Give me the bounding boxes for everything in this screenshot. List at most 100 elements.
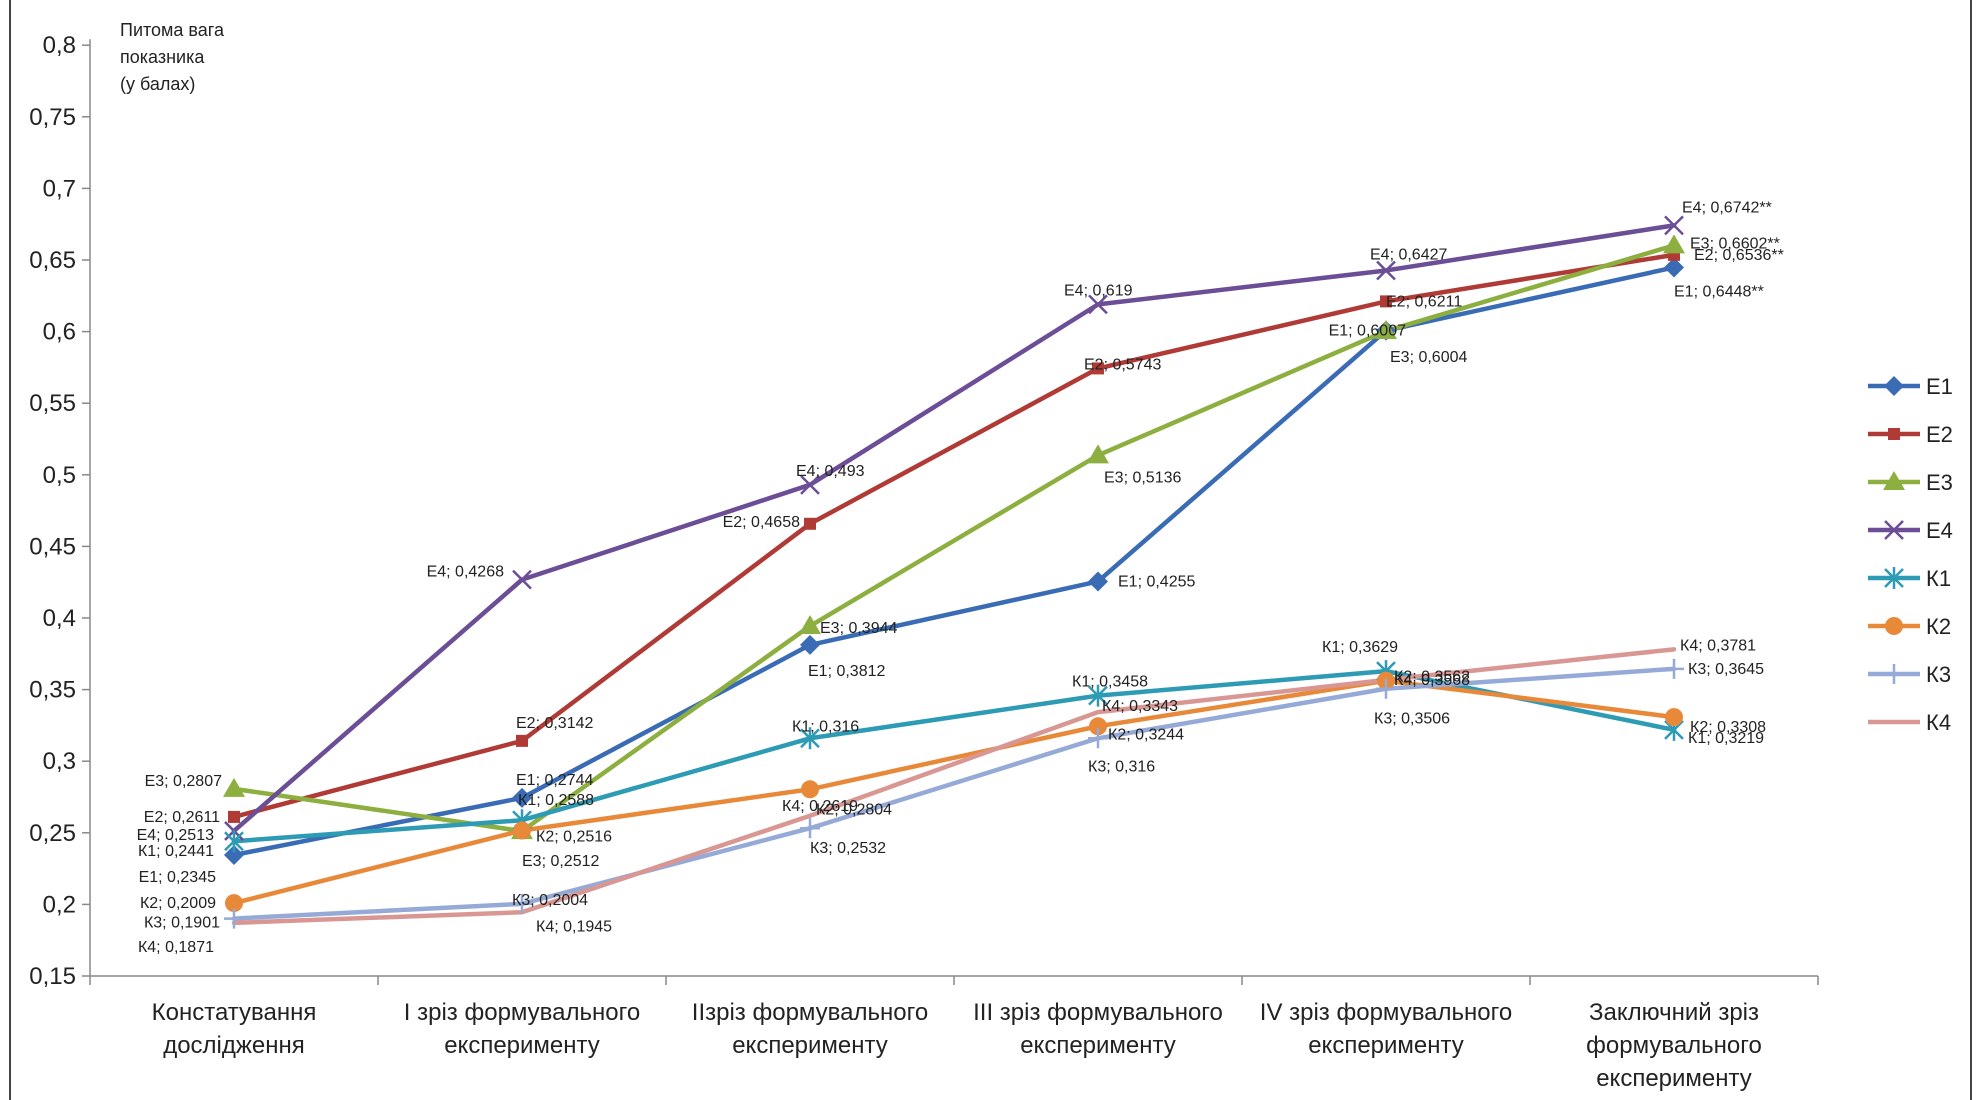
legend-label: К4 xyxy=(1926,710,1951,735)
data-point xyxy=(1884,664,1904,684)
y-tick-label: 0,15 xyxy=(29,963,76,990)
data-label: Е2; 0,6536** xyxy=(1694,247,1784,264)
y-tick-label: 0,75 xyxy=(29,104,76,131)
data-label: К2; 0,3244 xyxy=(1108,726,1184,743)
data-point xyxy=(1664,257,1684,278)
x-category-label: ІІІ зріз формувального xyxy=(973,999,1223,1026)
data-point xyxy=(516,734,528,747)
legend-label: Е4 xyxy=(1926,518,1953,543)
data-point xyxy=(1883,471,1905,490)
x-category-label: ІІзріз формувального xyxy=(692,999,928,1026)
y-tick-label: 0,7 xyxy=(43,175,76,202)
series-line xyxy=(231,243,1677,834)
axes: 0,15 0,2 0,25 0,3 0,35 0,4 0,45 0,5 0,55 0,6 0,65 0… xyxy=(9,0,1972,1100)
data-point xyxy=(800,727,820,750)
data-point xyxy=(1376,260,1396,281)
legend-label: К2 xyxy=(1926,614,1951,639)
data-label: Е2; 0,4658 xyxy=(723,514,801,531)
data-point xyxy=(1089,717,1107,736)
series-line xyxy=(231,678,1677,906)
data-point xyxy=(1092,362,1104,375)
data-label: Е3; 0,3944 xyxy=(820,620,898,637)
data-point xyxy=(801,780,819,799)
data-label: К3; 0,2532 xyxy=(810,840,886,857)
data-label: К1; 0,2588 xyxy=(518,792,594,809)
data-label: Е1; 0,2744 xyxy=(516,772,594,789)
data-point xyxy=(512,787,532,808)
data-point xyxy=(1088,571,1108,592)
data-point xyxy=(1665,708,1683,727)
data-label: Е3; 0,2807 xyxy=(145,773,223,790)
data-label: К3; 0,316 xyxy=(1088,758,1155,775)
data-point xyxy=(1884,520,1904,540)
legend-label: Е2 xyxy=(1926,422,1953,447)
data-point xyxy=(1380,295,1392,308)
data-label: К4; 0,3343 xyxy=(1102,698,1178,715)
data-label: Е4; 0,4268 xyxy=(427,564,505,581)
data-label: Е2; 0,5743 xyxy=(1084,356,1162,373)
data-label: Е3; 0,5136 xyxy=(1104,469,1182,486)
legend-label: Е1 xyxy=(1926,374,1953,399)
data-point xyxy=(1668,248,1680,261)
data-point xyxy=(800,474,820,495)
series-line xyxy=(231,647,1677,926)
data-label: Е4; 0,6742** xyxy=(1682,199,1772,216)
data-point xyxy=(512,569,532,590)
data-label: Е4; 0,493 xyxy=(796,463,865,480)
x-category-label: експерименту xyxy=(1596,1065,1752,1092)
data-point xyxy=(224,830,244,853)
legend-label: К3 xyxy=(1926,662,1951,687)
data-label: К3; 0,3645 xyxy=(1688,661,1764,678)
data-point xyxy=(225,894,243,913)
data-point xyxy=(804,517,816,530)
data-label: К1; 0,3629 xyxy=(1322,639,1398,656)
data-point xyxy=(512,893,532,914)
data-label: К2; 0,2804 xyxy=(816,801,892,818)
data-point xyxy=(800,634,820,655)
x-category-label: І зріз формувального xyxy=(404,999,640,1026)
y-axis-title: (у балах) xyxy=(120,74,195,94)
x-category-label: експерименту xyxy=(444,1032,600,1059)
data-label: Е1; 0,6007 xyxy=(1329,323,1407,340)
data-label: Е3; 0,2512 xyxy=(522,853,600,870)
x-category-label: дослідження xyxy=(163,1032,305,1059)
legend-label: Е3 xyxy=(1926,470,1953,495)
y-tick-label: 0,2 xyxy=(43,891,76,918)
legend: Е1 Е2 Е3 Е4 К1 К2 К3 К4 xyxy=(1868,374,1953,735)
data-point xyxy=(224,908,244,929)
x-category-label: IV зріз формувального xyxy=(1260,999,1512,1026)
y-tick-label: 0,3 xyxy=(43,748,76,775)
data-label: К4; 0,1945 xyxy=(536,918,612,935)
y-tick-label: 0,5 xyxy=(43,462,76,489)
data-point xyxy=(1888,428,1900,440)
data-label: К4; 0,3781 xyxy=(1680,637,1756,654)
x-category-label: експерименту xyxy=(732,1032,888,1059)
series-line xyxy=(231,265,1677,858)
data-point xyxy=(1088,294,1108,315)
data-point xyxy=(224,844,244,865)
data-point xyxy=(513,821,531,840)
data-label: Е1; 0,6448** xyxy=(1674,283,1764,300)
data-label: Е2; 0,3142 xyxy=(516,715,594,732)
y-tick-label: 0,65 xyxy=(29,247,76,274)
data-point xyxy=(1884,376,1904,396)
data-point xyxy=(1664,215,1684,236)
series-line xyxy=(231,223,1677,834)
data-label: Е1; 0,4255 xyxy=(1118,573,1196,590)
x-category-label: формувального xyxy=(1586,1032,1762,1059)
data-point xyxy=(228,810,240,823)
data-point xyxy=(1664,658,1684,679)
data-label: К4; 0,3568 xyxy=(1394,672,1470,689)
data-label: К1; 0,3219 xyxy=(1688,730,1764,747)
data-label: К2; 0,2516 xyxy=(536,829,612,846)
data-label: К3; 0,1901 xyxy=(144,915,220,932)
x-category-label: експерименту xyxy=(1020,1032,1176,1059)
y-tick-label: 0,4 xyxy=(43,605,76,632)
data-label: К3; 0,3506 xyxy=(1374,711,1450,728)
data-label: К1; 0,316 xyxy=(792,718,859,735)
data-label: К2; 0,3308 xyxy=(1690,719,1766,736)
data-label: Е1; 0,3812 xyxy=(808,663,886,680)
data-label: Е3; 0,6602** xyxy=(1690,235,1780,252)
x-category-label: Констатування xyxy=(152,999,317,1026)
